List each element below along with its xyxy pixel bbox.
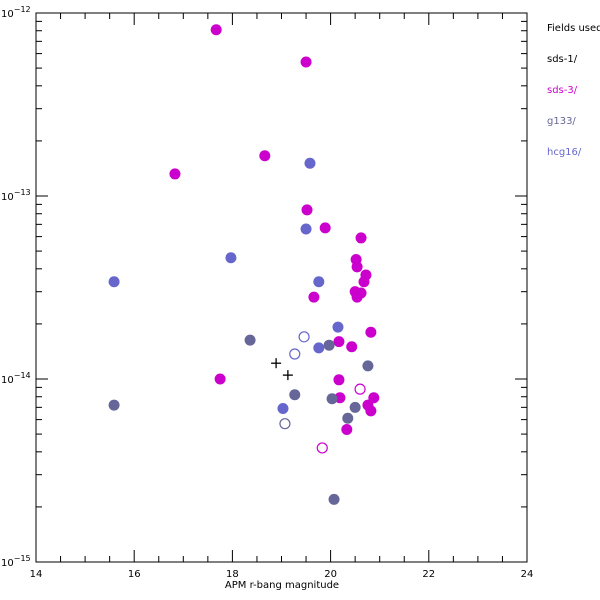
data-points bbox=[108, 24, 380, 505]
point-sds3 bbox=[210, 24, 222, 36]
y-tick-labels: 10−15 10−14 10−13 10−12 bbox=[1, 5, 31, 569]
point-g133 bbox=[323, 339, 335, 351]
point-sds3 bbox=[365, 326, 377, 338]
legend-item-g133: g133/ bbox=[547, 116, 576, 127]
point-hcg16 bbox=[108, 276, 120, 288]
x-axis-label: APM r-bang magnitude bbox=[225, 580, 339, 591]
x-tick-labels: 14 16 18 20 22 24 bbox=[30, 569, 534, 580]
point-hcg16 bbox=[304, 157, 316, 169]
legend: sds-1/sds-3/g133/hcg16/ bbox=[547, 54, 582, 158]
open-point-sds3 bbox=[316, 442, 328, 454]
point-g133 bbox=[349, 401, 361, 413]
point-sds3 bbox=[341, 423, 353, 435]
point-g133 bbox=[326, 393, 338, 405]
plot-frame bbox=[35, 12, 528, 563]
legend-item-sds3: sds-3/ bbox=[547, 85, 578, 96]
point-g133 bbox=[342, 412, 354, 424]
point-sds3 bbox=[365, 405, 377, 417]
point-sds3 bbox=[300, 56, 312, 68]
point-sds3 bbox=[259, 150, 271, 162]
point-g133 bbox=[108, 399, 120, 411]
axis-ticks bbox=[35, 13, 528, 563]
point-hcg16 bbox=[332, 321, 344, 333]
point-sds3 bbox=[301, 204, 313, 216]
point-sds3 bbox=[308, 291, 320, 303]
open-point-hcg16 bbox=[289, 348, 301, 360]
point-sds3 bbox=[214, 373, 226, 385]
point-g133 bbox=[244, 334, 256, 346]
point-g133 bbox=[328, 493, 340, 505]
point-hcg16 bbox=[300, 223, 312, 235]
legend-item-hcg16: hcg16/ bbox=[547, 147, 582, 158]
x-tick-label: 14 bbox=[30, 569, 43, 580]
point-sds3 bbox=[358, 276, 370, 288]
point-hcg16 bbox=[313, 342, 325, 354]
point-sds1 bbox=[282, 370, 293, 381]
x-tick-label: 18 bbox=[226, 569, 239, 580]
y-tick-label: 10−12 bbox=[1, 5, 31, 20]
point-sds3 bbox=[351, 261, 363, 273]
legend-item-sds1: sds-1/ bbox=[547, 54, 578, 65]
point-sds3 bbox=[351, 291, 363, 303]
y-tick-label: 10−14 bbox=[1, 371, 31, 386]
x-tick-label: 16 bbox=[128, 569, 141, 580]
point-sds3 bbox=[333, 374, 345, 386]
x-tick-label: 22 bbox=[422, 569, 435, 580]
point-hcg16 bbox=[225, 252, 237, 264]
open-point-hcg16 bbox=[298, 331, 310, 343]
point-sds1 bbox=[271, 358, 282, 369]
point-g133 bbox=[362, 360, 374, 372]
y-tick-label: 10−15 bbox=[1, 554, 31, 569]
open-point-g133 bbox=[279, 418, 291, 430]
point-hcg16 bbox=[313, 276, 325, 288]
legend-title: Fields used bbox=[547, 23, 600, 34]
point-sds3 bbox=[355, 232, 367, 244]
x-tick-label: 20 bbox=[324, 569, 337, 580]
y-tick-label: 10−13 bbox=[1, 188, 31, 203]
x-tick-label: 24 bbox=[521, 569, 534, 580]
point-hcg16 bbox=[277, 402, 289, 414]
point-sds3 bbox=[319, 222, 331, 234]
point-sds3 bbox=[346, 341, 358, 353]
point-sds3 bbox=[368, 392, 380, 404]
point-sds3 bbox=[169, 168, 181, 180]
open-point-sds3 bbox=[354, 383, 366, 395]
point-g133 bbox=[289, 389, 301, 401]
point-sds3 bbox=[333, 336, 345, 348]
